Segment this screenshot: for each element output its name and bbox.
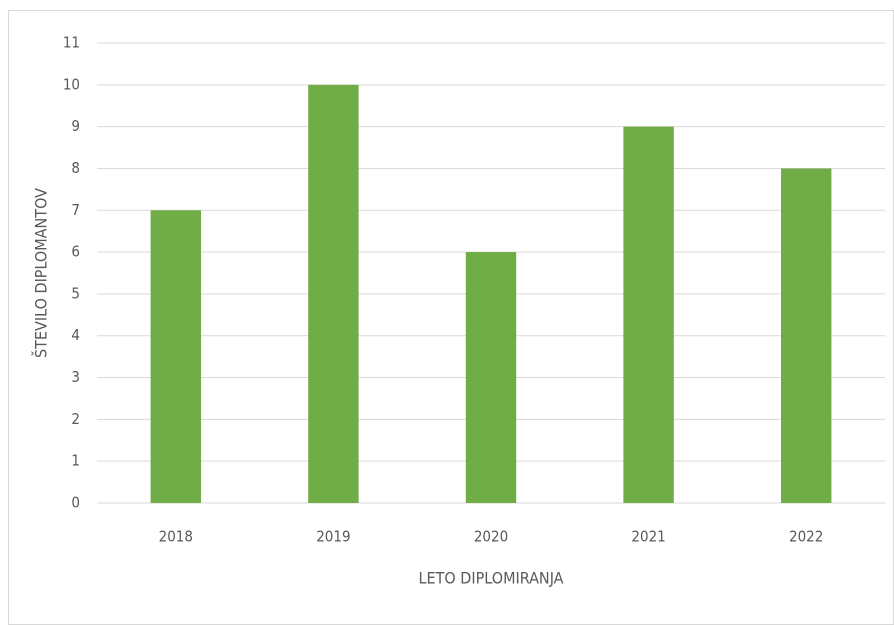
y-tick-label: 11	[63, 34, 80, 52]
y-tick-label: 5	[71, 284, 80, 302]
bar	[308, 84, 359, 504]
bar	[465, 252, 517, 503]
y-tick-label: 7	[71, 201, 80, 219]
x-tick-label: 2020	[474, 528, 508, 546]
y-tick-label: 4	[71, 326, 80, 344]
y-tick-label: 10	[63, 75, 80, 93]
y-tick-label: 0	[71, 494, 80, 512]
x-tick-label: 2021	[631, 528, 665, 546]
y-tick-label: 2	[71, 410, 80, 428]
x-tick-label: 2022	[789, 528, 823, 546]
x-axis-title: LETO DIPLOMIRANJA	[418, 569, 563, 588]
y-tick-label: 6	[71, 243, 80, 261]
bar	[150, 210, 202, 504]
y-tick-label: 1	[71, 452, 80, 470]
y-tick-label: 9	[71, 117, 80, 135]
y-axis-title: ŠTEVILO DIPLOMANTOV	[32, 188, 51, 358]
bar	[623, 126, 674, 504]
y-tick-label: 3	[71, 368, 80, 386]
x-tick-label: 2019	[316, 528, 350, 546]
y-tick-label: 8	[71, 159, 80, 177]
x-tick-label: 2018	[159, 528, 193, 546]
chart-border	[8, 10, 894, 625]
bar	[780, 168, 832, 504]
